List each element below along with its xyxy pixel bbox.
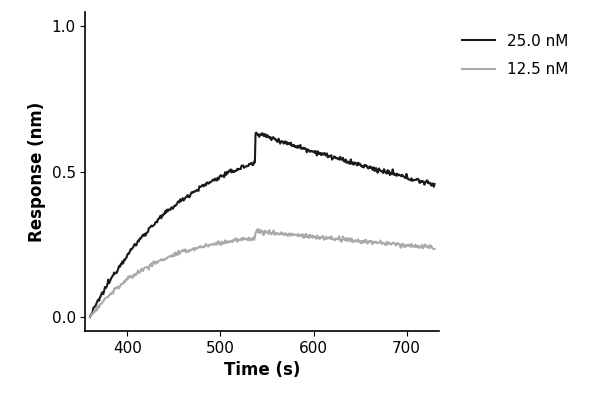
- 25.0 nM: [140, 232, 147, 237]
- 25.0 nM: [357, 164, 365, 168]
- 25.0 nM: [253, 130, 260, 135]
- 12.5 nM: [373, 240, 381, 245]
- 12.5 nM: [255, 227, 262, 232]
- 12.5 nM: [357, 241, 365, 246]
- 25.0 nM: [373, 168, 381, 172]
- 25.0 nM: [431, 182, 438, 186]
- 25.0 nM: [176, 200, 183, 205]
- 25.0 nM: [168, 205, 175, 210]
- 25.0 nM: [250, 159, 257, 164]
- 12.5 nM: [176, 252, 183, 257]
- Line: 25.0 nM: 25.0 nM: [90, 132, 434, 317]
- Legend: 25.0 nM, 12.5 nM: 25.0 nM, 12.5 nM: [454, 26, 576, 85]
- 12.5 nM: [431, 247, 438, 251]
- 12.5 nM: [140, 269, 147, 273]
- X-axis label: Time (s): Time (s): [224, 361, 301, 379]
- Line: 12.5 nM: 12.5 nM: [90, 229, 434, 318]
- Y-axis label: Response (nm): Response (nm): [28, 101, 46, 242]
- 25.0 nM: [87, 314, 94, 319]
- 12.5 nM: [250, 238, 257, 243]
- 12.5 nM: [168, 253, 175, 258]
- 12.5 nM: [87, 315, 94, 320]
